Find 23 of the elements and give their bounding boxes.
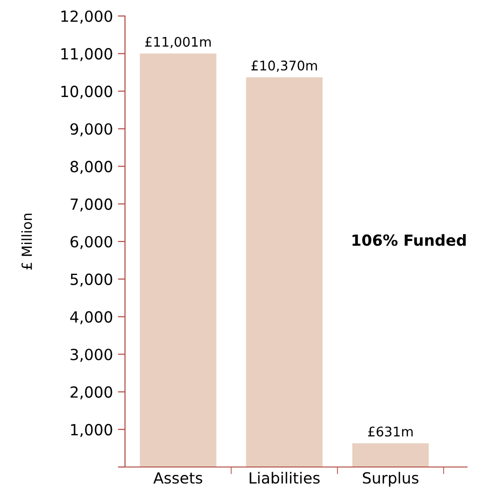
y-tick-label: 2,000	[70, 386, 112, 400]
y-tick-label: 12,000	[61, 10, 112, 24]
y-tick-label: 3,000	[70, 348, 112, 362]
bar	[352, 443, 429, 467]
data-label: £631m	[368, 426, 413, 437]
data-label: £10,370m	[251, 60, 317, 72]
bar	[246, 77, 323, 467]
data-label: £11,001m	[145, 36, 211, 48]
x-tick-label: Surplus	[362, 472, 418, 487]
annotation: 106% Funded	[352, 234, 466, 246]
y-tick-label: 5,000	[70, 274, 112, 287]
y-tick-label: 7,000	[70, 198, 112, 212]
x-tick-label: Liabilities	[250, 472, 320, 484]
bar	[140, 54, 216, 467]
y-tick-label: 9,000	[70, 123, 112, 136]
y-tick-label: 6,000	[70, 236, 112, 250]
y-tick-label: 8,000	[70, 160, 112, 174]
y-tick-label: 10,000	[61, 86, 112, 99]
y-tick-label: 11,000	[61, 48, 112, 62]
x-tick-label: Assets	[153, 472, 202, 484]
y-tick-label: 4,000	[70, 311, 112, 324]
y-tick-label: 1,000	[71, 424, 112, 437]
y-axis-title: £ Million	[21, 214, 32, 270]
